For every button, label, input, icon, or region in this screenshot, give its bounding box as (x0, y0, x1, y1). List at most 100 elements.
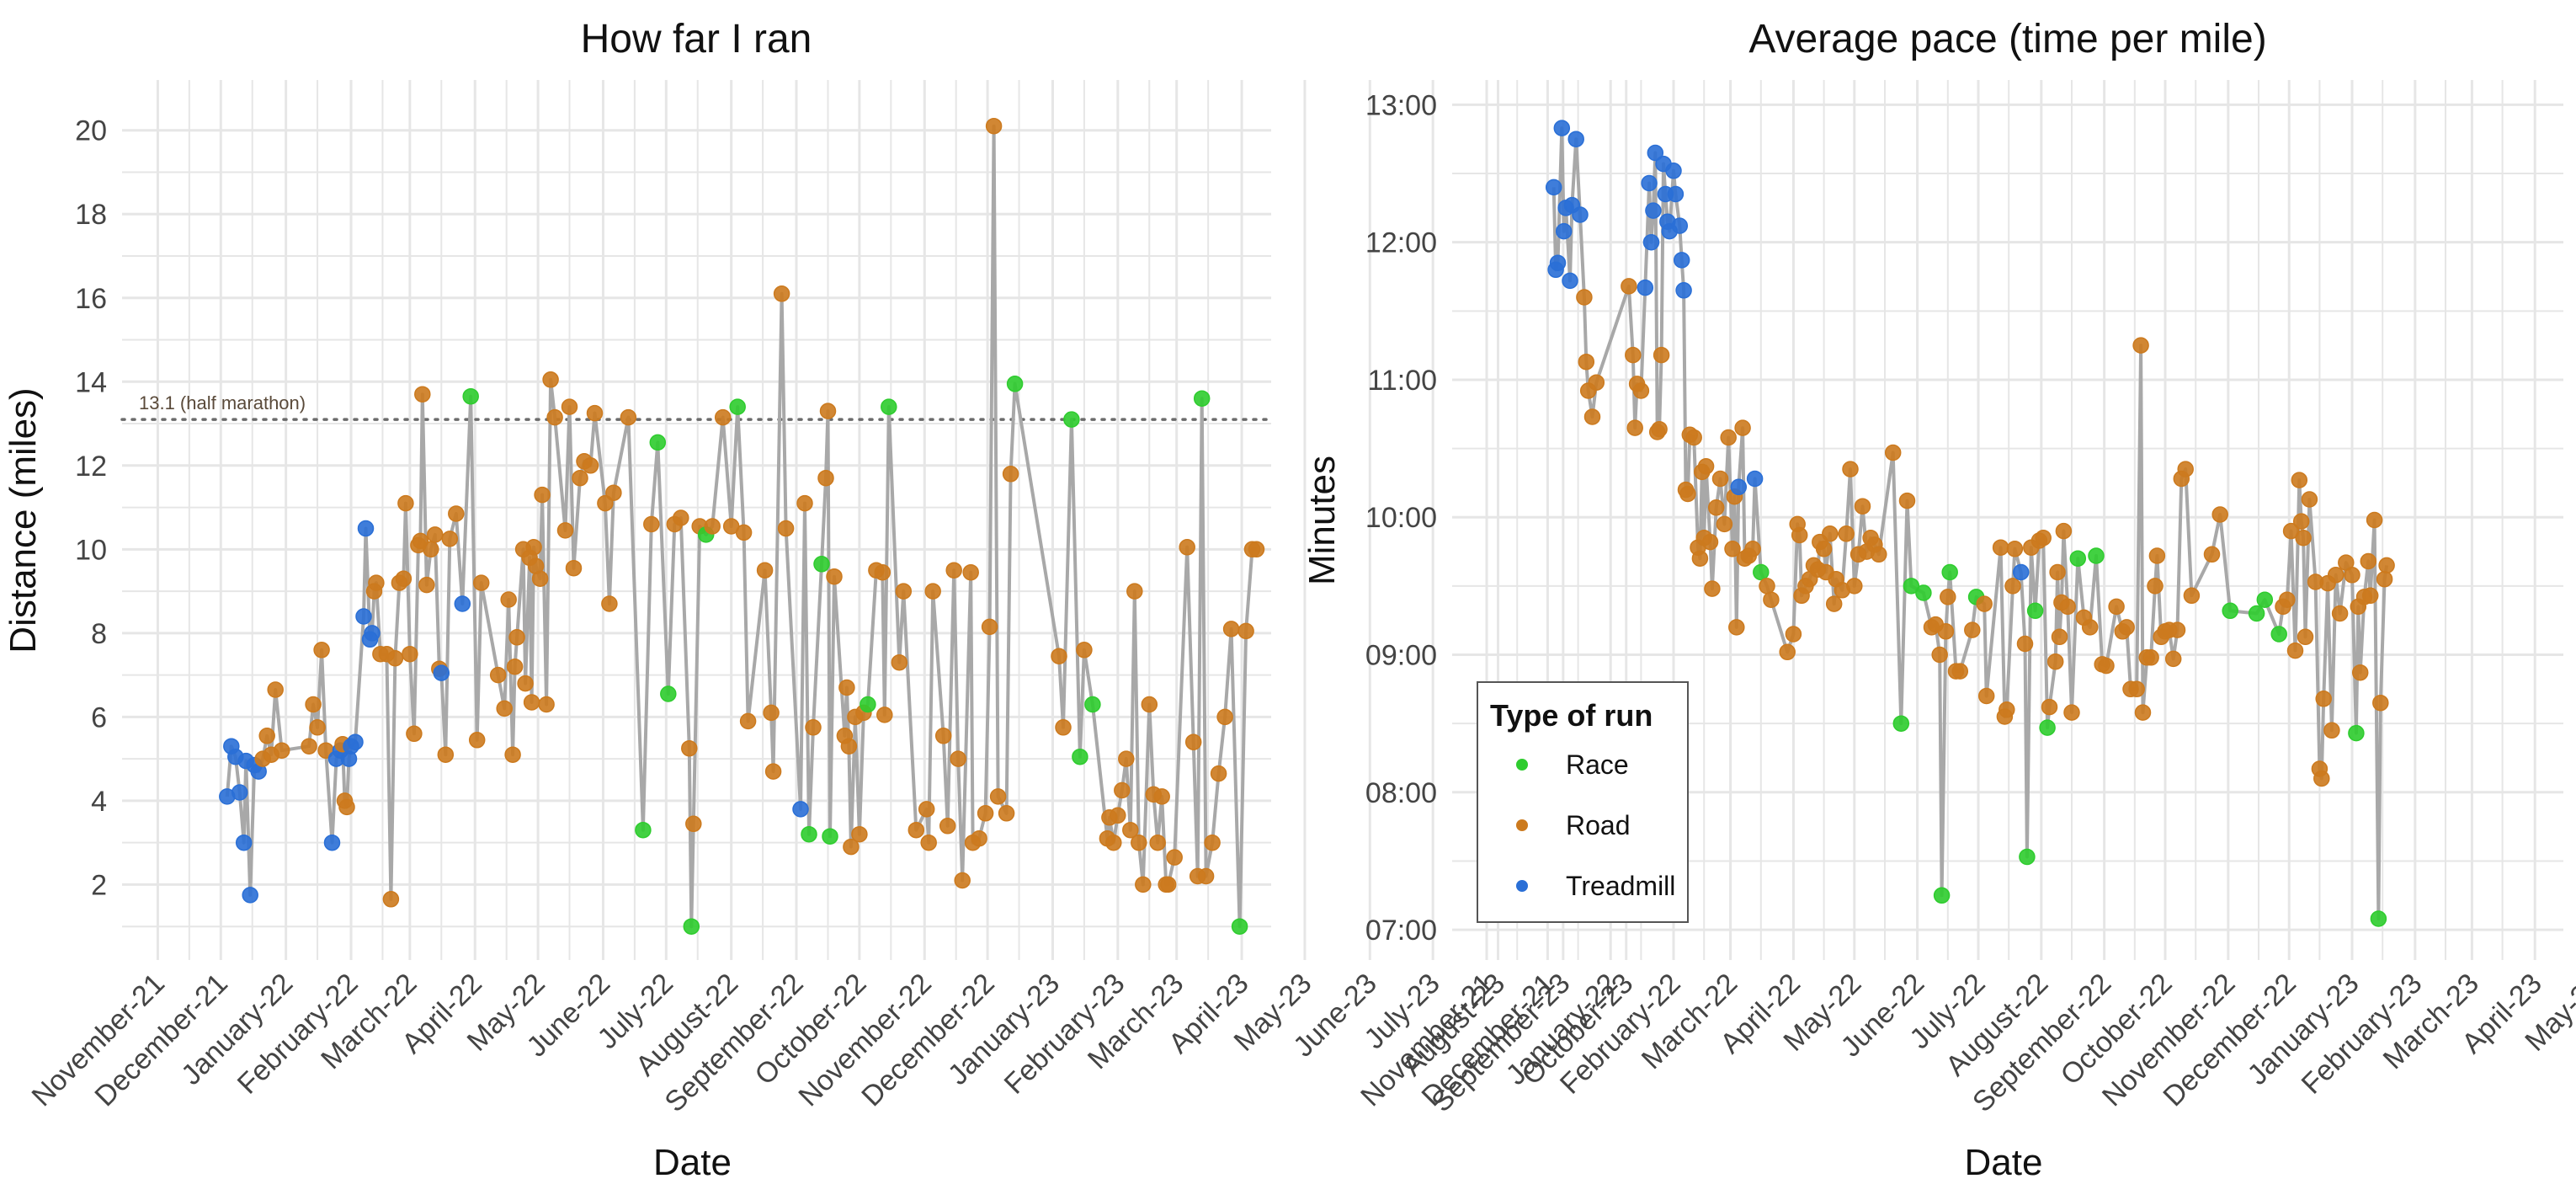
data-point-race (2039, 719, 2056, 736)
data-point-road (1976, 595, 1993, 612)
data-point-road (2282, 522, 2300, 540)
data-point-road (2081, 619, 2099, 636)
data-point-road (2315, 691, 2332, 707)
data-point-race (860, 696, 876, 713)
data-point-road (1576, 289, 1593, 306)
data-point-race (881, 398, 897, 415)
data-point-road (525, 539, 542, 556)
data-point-road (962, 563, 979, 581)
legend-label-race: Race (1566, 749, 1629, 780)
data-point-road (2313, 770, 2330, 787)
data-point-road (805, 719, 822, 736)
data-point-road (934, 728, 952, 744)
data-point-road (681, 739, 698, 757)
data-point-road (954, 872, 971, 889)
data-point-treadmill (433, 664, 450, 681)
data-point-road (472, 574, 490, 591)
y-tick-label: 11:00 (1367, 365, 1437, 397)
data-point-road (2004, 578, 2021, 595)
data-point-road (1940, 589, 1956, 605)
data-point-race (801, 825, 817, 843)
data-point-road (796, 494, 813, 512)
data-point-road (418, 576, 435, 594)
data-point-road (1937, 623, 1955, 640)
data-point-road (406, 725, 423, 743)
data-point-treadmill (792, 801, 809, 818)
data-point-road (1838, 525, 1855, 542)
data-point-road (1583, 408, 1601, 425)
data-point-treadmill (1746, 470, 1764, 488)
data-point-treadmill (1572, 206, 1589, 223)
data-point-race (813, 556, 830, 573)
data-point-road (305, 696, 322, 713)
data-point-road (2108, 598, 2125, 616)
data-point-treadmill (231, 784, 248, 801)
data-point-race (1753, 563, 1770, 581)
y-tick-label: 09:00 (1365, 640, 1437, 672)
data-point-road (1588, 374, 1605, 391)
data-point-road (924, 583, 941, 600)
data-point-road (414, 386, 431, 403)
data-point-road (1149, 834, 1166, 851)
data-point-race (2256, 591, 2274, 608)
data-point-road (1105, 834, 1122, 851)
data-point-road (2046, 653, 2064, 670)
data-point-road (1055, 719, 1072, 736)
data-point-road (2301, 491, 2318, 508)
data-point-road (301, 738, 317, 755)
data-point-race (1072, 748, 1088, 765)
data-point-road (504, 746, 521, 763)
data-point-road (441, 531, 459, 547)
data-point-road (1884, 444, 1902, 461)
data-point-treadmill (1673, 252, 1690, 269)
data-point-road (1679, 485, 1696, 503)
data-point-road (2327, 567, 2344, 584)
data-point-road (258, 728, 275, 744)
data-point-road (2372, 694, 2389, 712)
data-point-road (2297, 628, 2314, 646)
x-axis-title: Date (653, 1142, 732, 1183)
data-point-road (1651, 420, 1668, 438)
legend-label-treadmill: Treadmill (1566, 871, 1675, 901)
data-point-race (1915, 584, 1932, 601)
data-point-road (542, 371, 559, 388)
y-axis-title: Distance (miles) (3, 387, 44, 653)
data-point-road (1791, 526, 1808, 544)
data-point-road (2132, 337, 2149, 354)
data-point-road (2286, 642, 2304, 659)
data-point-race (2222, 602, 2238, 620)
legend: Type of run Race Road Treadmill (1477, 681, 1689, 923)
data-point-road (735, 524, 753, 541)
data-point-race (2348, 724, 2365, 742)
data-point-treadmill (1545, 179, 1562, 196)
data-point-road (1716, 515, 1733, 533)
data-point-road (500, 591, 517, 608)
data-point-road (1216, 708, 1233, 726)
data-point-road (402, 645, 418, 663)
data-point-road (1197, 867, 1215, 885)
data-point-road (1632, 382, 1650, 399)
data-point-treadmill (1567, 131, 1584, 147)
data-point-road (309, 719, 326, 736)
data-point-road (891, 653, 908, 671)
data-point-road (945, 562, 962, 579)
data-point-road (981, 618, 998, 636)
data-point-road (2183, 587, 2201, 605)
data-point-treadmill (235, 834, 253, 851)
data-point-treadmill (1671, 217, 1689, 234)
data-point-road (1822, 525, 1839, 542)
legend-marker-race (1516, 759, 1528, 771)
data-point-race (683, 918, 700, 935)
data-point-road (1728, 619, 1745, 636)
data-point-road (2378, 557, 2395, 574)
data-point-road (985, 117, 1003, 135)
data-point-race (1006, 376, 1024, 392)
data-point-road (1734, 419, 1751, 436)
data-point-road (601, 595, 618, 612)
data-point-road (2134, 704, 2152, 721)
data-point-road (1720, 429, 1737, 446)
data-point-road (1697, 458, 1715, 475)
data-point-road (1141, 696, 1158, 713)
data-point-road (819, 403, 837, 419)
